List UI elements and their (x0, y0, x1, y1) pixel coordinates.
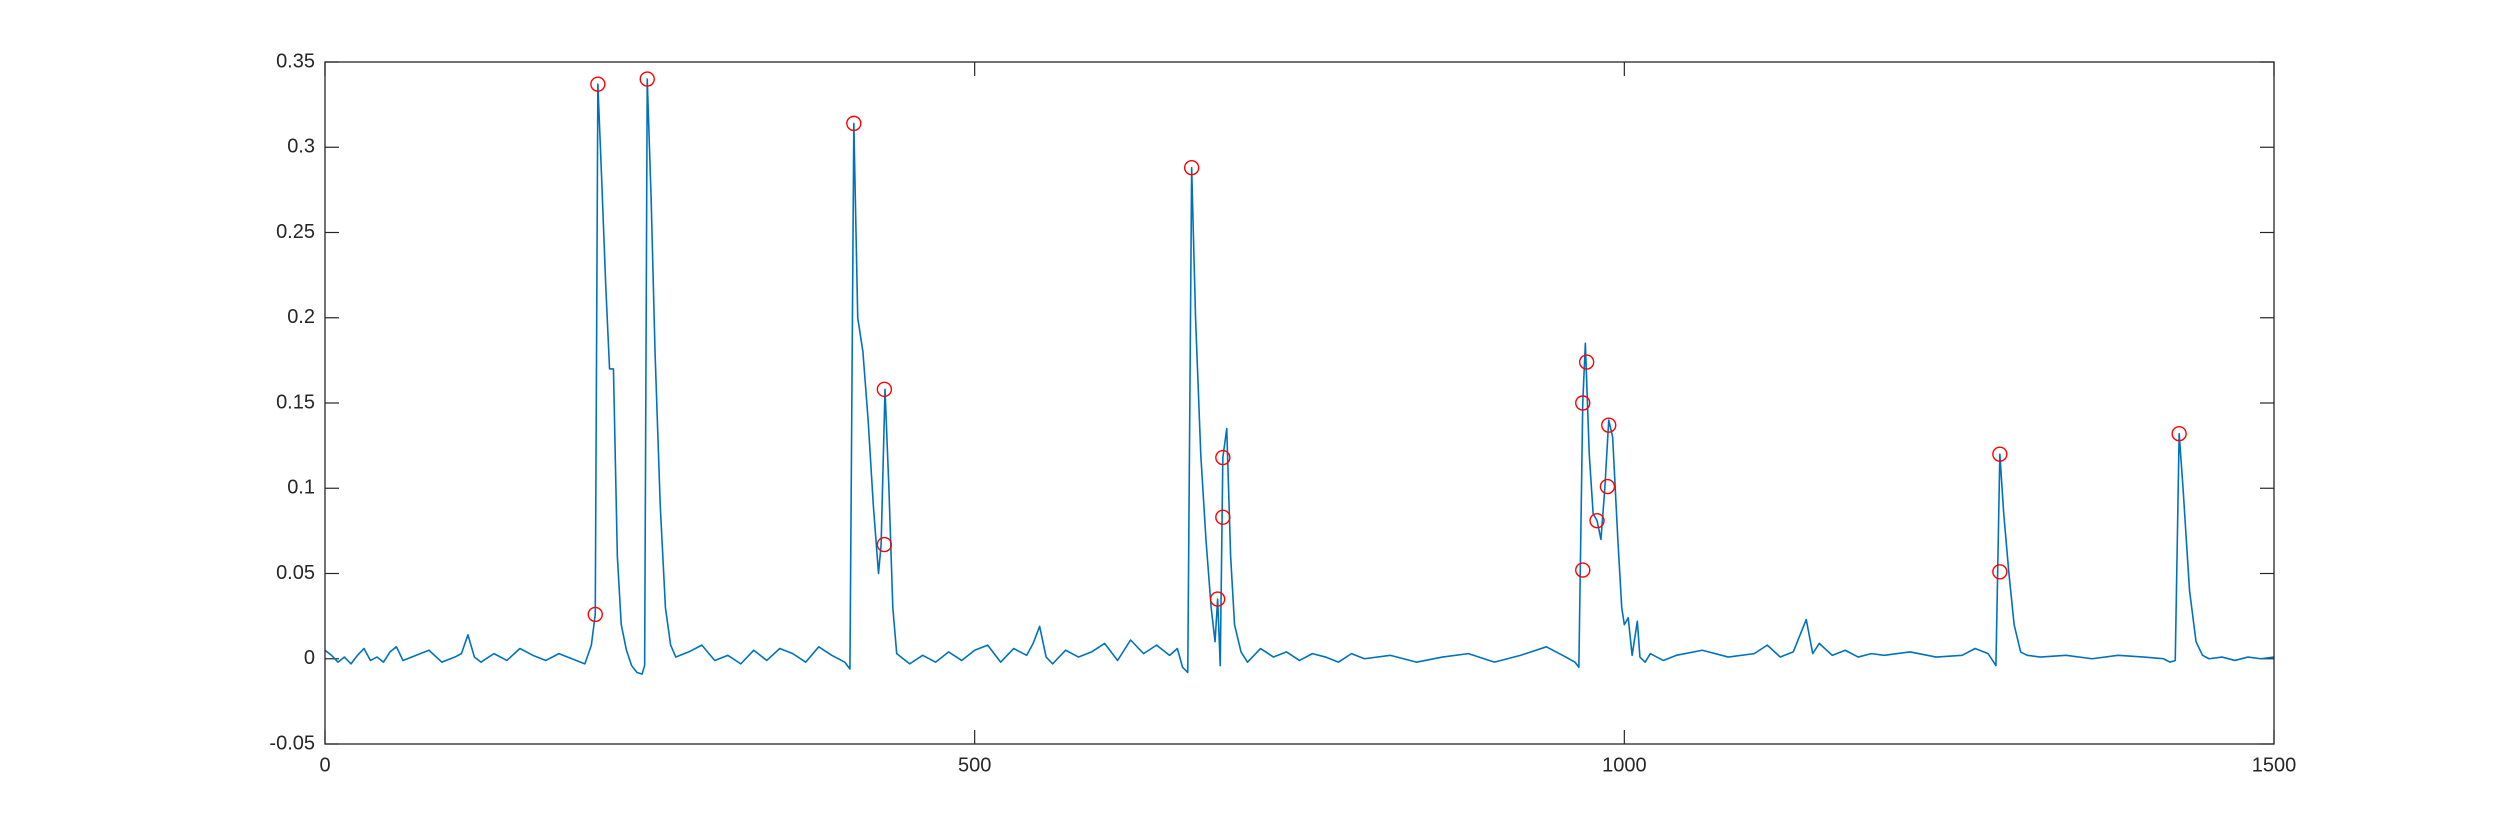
peak-marker (1601, 417, 1617, 433)
x-tick-label: 500 (958, 754, 991, 776)
peak-marker (1209, 591, 1226, 607)
peak-marker (1215, 509, 1231, 525)
peak-marker (1599, 478, 1616, 495)
y-tick-label: 0 (304, 647, 315, 669)
y-tick-label: 0.25 (276, 221, 315, 243)
peak-marker (1575, 395, 1591, 411)
x-tick-label: 1000 (1602, 754, 1647, 776)
x-tick-label: 1500 (2252, 754, 2297, 776)
peak-marker (1589, 512, 1605, 529)
peak-marker (2171, 425, 2187, 442)
peak-marker (846, 115, 862, 132)
peak-marker (587, 606, 603, 623)
plot-frame (324, 61, 2275, 745)
y-tick-label: 0.1 (287, 477, 315, 499)
y-tick-label: 0.2 (287, 306, 315, 328)
peak-marker (1183, 160, 1200, 176)
peak-marker (1992, 446, 2008, 462)
peak-marker (639, 71, 655, 87)
x-tick-label: 0 (319, 754, 330, 776)
y-tick-label: -0.05 (269, 732, 315, 754)
peak-marker (876, 381, 893, 398)
data-line (324, 78, 2275, 675)
peak-marker (876, 536, 893, 553)
peak-marker (590, 76, 606, 92)
peak-marker (1575, 562, 1591, 578)
peak-marker (1992, 564, 2008, 580)
y-tick-label: 0.3 (287, 136, 315, 158)
peak-marker (1215, 449, 1231, 466)
y-tick-label: 0.35 (276, 50, 315, 72)
y-tick-label: 0.15 (276, 391, 315, 413)
y-tick-label: 0.05 (276, 562, 315, 584)
peak-marker (1578, 354, 1595, 370)
